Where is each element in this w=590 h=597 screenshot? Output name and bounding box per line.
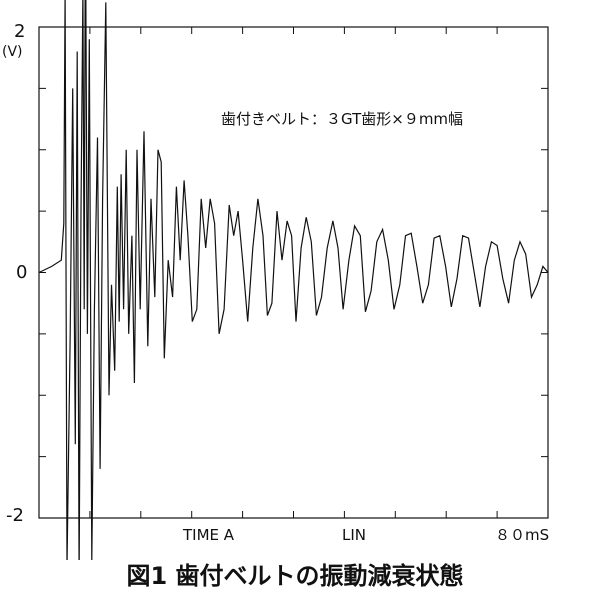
y-tick-label-zero: 0 [16,262,27,283]
x-tick-label-lin: LIN [342,526,366,544]
signal-line [38,0,549,560]
figure-caption: 図1 歯付ベルトの振動減衰状態 [126,562,464,590]
x-tick-label-end: ８０mS [495,526,549,544]
y-axis-unit: (V) [2,44,23,60]
x-tick-label-time: TIME A [182,526,235,544]
y-tick-label-bottom: -2 [6,505,24,526]
y-tick-label-top: 2 [14,21,25,42]
vibration-chart: 2 (V) 0 -2 歯付きベルト：３GT歯形×９mm幅 TIME A LIN … [2,0,549,560]
x-ticks [38,27,549,518]
y-ticks [39,26,548,519]
annotation-text: 歯付きベルト：３GT歯形×９mm幅 [221,110,463,128]
